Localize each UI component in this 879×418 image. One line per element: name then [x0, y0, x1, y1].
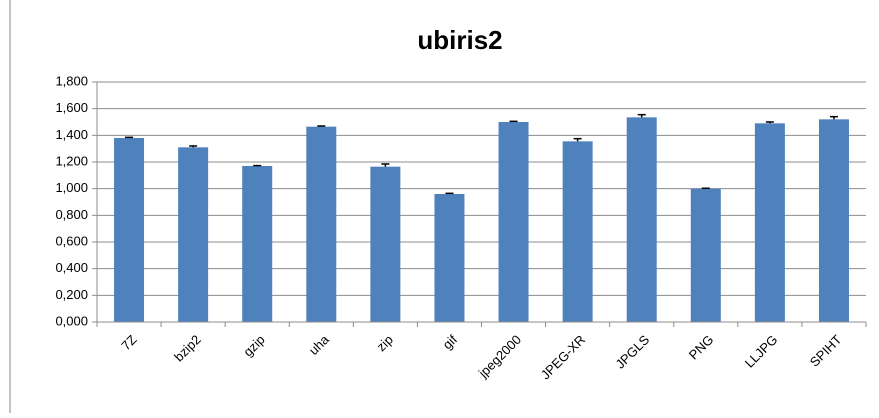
- x-tick-label: LLJPG: [742, 332, 781, 371]
- x-tick-label: bzip2: [171, 332, 204, 365]
- x-tick-label: SPIHT: [807, 332, 845, 370]
- bar: [818, 119, 849, 322]
- bar: [434, 194, 465, 322]
- x-tick-label: uha: [306, 331, 332, 357]
- bar: [114, 138, 145, 322]
- y-tick-label: 0,400: [55, 260, 88, 275]
- y-tick-label: 1,200: [55, 153, 88, 168]
- x-tick-label: JPEG-XR: [538, 332, 588, 382]
- y-tick-label: 1,600: [55, 100, 88, 115]
- y-tick-label: 0,000: [55, 313, 88, 328]
- x-tick-label: zip: [374, 332, 396, 354]
- bar: [242, 166, 273, 322]
- x-tick-label: gzip: [240, 332, 267, 359]
- bar: [498, 122, 529, 322]
- bar: [690, 188, 721, 322]
- chart-title: ubiris2: [417, 25, 502, 55]
- y-tick-label: 1,800: [55, 73, 88, 88]
- bar: [178, 147, 209, 322]
- x-tick-label: jpeg2000: [475, 332, 524, 381]
- bar: [306, 126, 337, 323]
- x-tick-label: 7Z: [118, 332, 139, 353]
- bar: [754, 123, 785, 322]
- bar: [626, 117, 657, 322]
- y-tick-label: 1,400: [55, 127, 88, 142]
- x-tick-label: PNG: [686, 332, 717, 363]
- x-tick-label: JPGLS: [613, 332, 653, 372]
- y-tick-label: 0,200: [55, 287, 88, 302]
- x-tick-label: gif: [440, 332, 461, 353]
- y-tick-label: 0,600: [55, 233, 88, 248]
- y-tick-label: 1,000: [55, 180, 88, 195]
- bar: [370, 166, 401, 322]
- bar: [562, 141, 593, 322]
- y-tick-label: 0,800: [55, 207, 88, 222]
